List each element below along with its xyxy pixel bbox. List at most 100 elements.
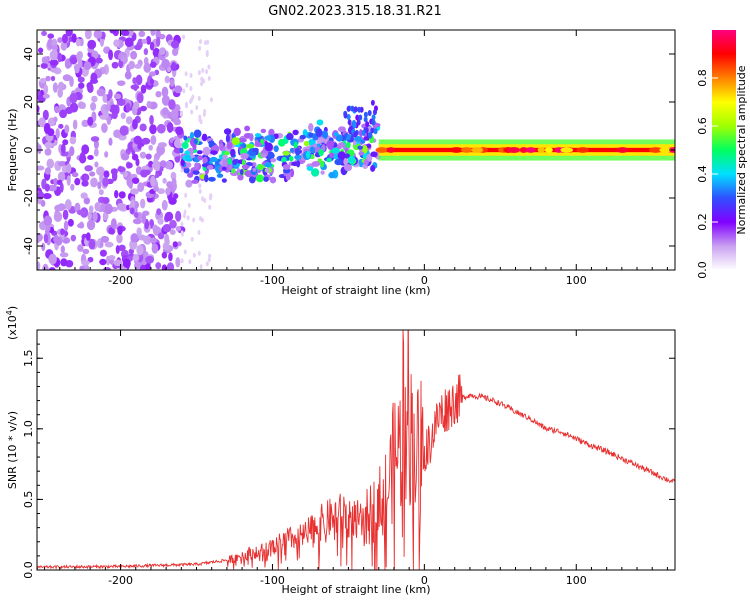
signal-blob bbox=[209, 156, 218, 163]
signal-blob bbox=[362, 145, 368, 154]
noise-blob bbox=[70, 234, 77, 242]
noise-blob bbox=[86, 219, 96, 231]
signal-blob bbox=[244, 125, 251, 132]
colorbar: 0.0 0.2 0.4 0.6 0.8 Normalized spectral ampl… bbox=[696, 30, 748, 279]
noise-blob bbox=[102, 177, 109, 187]
noise-blob bbox=[158, 33, 166, 40]
noise-blob bbox=[143, 62, 152, 73]
noise-blob bbox=[57, 81, 65, 91]
snr-frame bbox=[36, 329, 676, 571]
noise-blob bbox=[37, 144, 42, 155]
spectrogram-ytick-label: 0 bbox=[22, 147, 35, 154]
noise-blob bbox=[157, 217, 164, 225]
tone-blob bbox=[471, 147, 484, 153]
noise-blob bbox=[162, 242, 170, 251]
noise-blob bbox=[104, 104, 111, 111]
signal-blob bbox=[326, 157, 332, 163]
noise-blob bbox=[175, 257, 181, 268]
noise-blob bbox=[62, 209, 69, 220]
noise-blob bbox=[157, 142, 167, 148]
spectrogram-region-1 bbox=[179, 99, 382, 188]
noise-blob bbox=[140, 169, 149, 178]
signal-blob bbox=[320, 160, 325, 168]
spectrogram-xtick-label: 100 bbox=[566, 274, 587, 287]
noise-blob bbox=[98, 189, 104, 196]
signal-blob bbox=[241, 164, 250, 170]
noise-fringe bbox=[187, 202, 191, 208]
spectrogram-ytick-label: -20 bbox=[22, 189, 35, 207]
noise-blob bbox=[169, 78, 175, 87]
snr-line bbox=[37, 330, 675, 570]
noise-fringe bbox=[199, 216, 203, 222]
colorbar-ticks: 0.0 0.2 0.4 0.6 0.8 bbox=[696, 69, 718, 279]
noise-blob bbox=[91, 95, 98, 103]
noise-fringe bbox=[182, 213, 186, 219]
noise-blob bbox=[69, 56, 78, 65]
noise-blob bbox=[43, 84, 49, 95]
signal-blob bbox=[335, 134, 343, 142]
signal-blob bbox=[248, 175, 256, 184]
noise-blob bbox=[37, 191, 45, 199]
signal-blob bbox=[208, 140, 215, 147]
noise-blob bbox=[81, 144, 90, 155]
signal-blob bbox=[343, 157, 349, 166]
tone-blob bbox=[659, 147, 671, 153]
signal-blob bbox=[308, 123, 314, 132]
signal-blob bbox=[246, 143, 255, 149]
noise-blob bbox=[117, 80, 126, 86]
noise-blob bbox=[53, 234, 60, 244]
noise-blob bbox=[93, 148, 99, 157]
noise-blob bbox=[145, 35, 152, 45]
noise-blob bbox=[135, 74, 143, 86]
noise-fringe bbox=[207, 64, 211, 70]
noise-blob bbox=[170, 108, 179, 119]
noise-blob bbox=[59, 109, 68, 119]
noise-fringe bbox=[184, 71, 188, 77]
noise-fringe bbox=[183, 249, 187, 255]
noise-fringe bbox=[207, 75, 211, 81]
noise-blob bbox=[81, 180, 89, 187]
signal-blob bbox=[194, 162, 199, 170]
snr-ticks: -200 -100 0 100 0.0 0.5 1.0 1.5 bbox=[22, 330, 675, 587]
noise-blob bbox=[159, 160, 167, 169]
noise-blob bbox=[120, 30, 130, 37]
noise-blob bbox=[136, 227, 142, 237]
noise-blob bbox=[157, 188, 166, 195]
signal-blob bbox=[224, 151, 230, 156]
noise-blob bbox=[146, 100, 152, 109]
noise-blob bbox=[162, 177, 167, 184]
tone-blob bbox=[576, 147, 589, 153]
signal-blob bbox=[221, 166, 227, 171]
signal-blob bbox=[303, 140, 310, 147]
tone-blob bbox=[506, 147, 520, 153]
noise-blob bbox=[120, 152, 130, 161]
signal-blob bbox=[233, 127, 241, 137]
noise-blob bbox=[87, 83, 94, 94]
signal-blob bbox=[206, 165, 214, 170]
noise-blob bbox=[76, 209, 86, 216]
signal-blob bbox=[334, 158, 343, 166]
colorbar-tick-label: 0.4 bbox=[696, 165, 709, 183]
noise-blob bbox=[172, 241, 178, 248]
signal-blob bbox=[221, 178, 227, 183]
noise-blob bbox=[118, 244, 126, 252]
signal-blob bbox=[357, 145, 363, 150]
noise-blob bbox=[99, 114, 109, 120]
noise-blob bbox=[133, 135, 143, 145]
noise-blob bbox=[150, 78, 155, 85]
noise-blob bbox=[42, 192, 52, 200]
noise-blob bbox=[60, 41, 68, 51]
signal-streak bbox=[370, 127, 375, 134]
noise-blob bbox=[87, 154, 94, 160]
noise-blob bbox=[113, 259, 123, 267]
noise-blob bbox=[109, 104, 117, 113]
signal-blob bbox=[263, 176, 269, 182]
noise-blob bbox=[76, 51, 82, 61]
noise-fringe bbox=[184, 192, 188, 198]
colorbar-tick-label: 0.2 bbox=[696, 213, 709, 231]
snr-marks bbox=[37, 330, 675, 570]
noise-blob bbox=[88, 238, 96, 250]
noise-blob bbox=[118, 191, 126, 199]
noise-blob bbox=[70, 183, 75, 191]
